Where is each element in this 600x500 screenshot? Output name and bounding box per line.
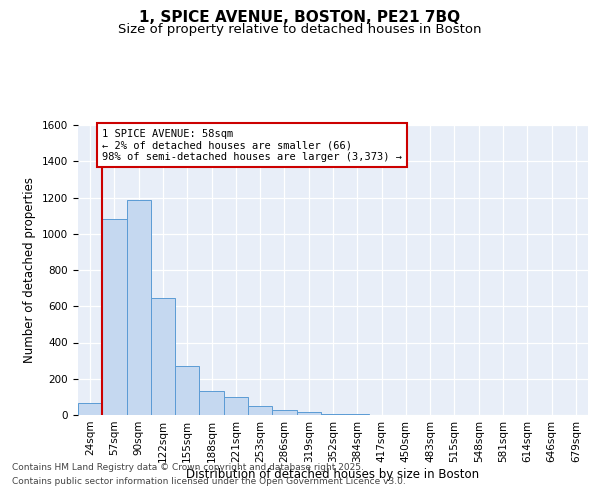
Bar — [151, 298, 175, 415]
Bar — [175, 366, 199, 415]
Text: 1, SPICE AVENUE, BOSTON, PE21 7BQ: 1, SPICE AVENUE, BOSTON, PE21 7BQ — [139, 10, 461, 25]
Bar — [224, 397, 248, 415]
Bar — [199, 392, 224, 415]
Text: 1 SPICE AVENUE: 58sqm
← 2% of detached houses are smaller (66)
98% of semi-detac: 1 SPICE AVENUE: 58sqm ← 2% of detached h… — [102, 128, 402, 162]
Y-axis label: Number of detached properties: Number of detached properties — [23, 177, 37, 363]
Text: Contains public sector information licensed under the Open Government Licence v3: Contains public sector information licen… — [12, 477, 406, 486]
Bar — [78, 403, 102, 415]
Bar — [248, 406, 272, 415]
Bar — [321, 414, 345, 415]
Bar — [272, 410, 296, 415]
Bar — [296, 412, 321, 415]
Bar — [345, 414, 370, 415]
Text: Contains HM Land Registry data © Crown copyright and database right 2025.: Contains HM Land Registry data © Crown c… — [12, 464, 364, 472]
X-axis label: Distribution of detached houses by size in Boston: Distribution of detached houses by size … — [187, 468, 479, 480]
Text: Size of property relative to detached houses in Boston: Size of property relative to detached ho… — [118, 22, 482, 36]
Bar — [102, 219, 127, 415]
Bar — [127, 200, 151, 415]
